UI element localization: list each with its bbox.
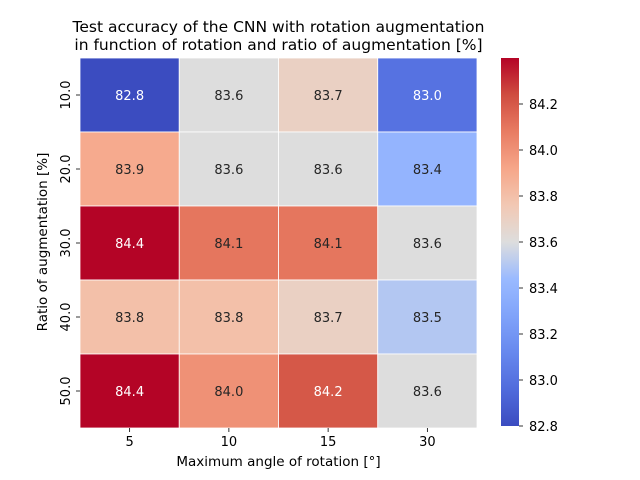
cell-value-label: 83.7 — [314, 89, 343, 104]
heatmap-cell — [278, 353, 379, 429]
cell-value-label: 83.8 — [214, 311, 243, 326]
x-tick-label: 30 — [419, 435, 436, 450]
cell-value-label: 83.6 — [214, 163, 243, 178]
cell-value-label: 83.6 — [214, 89, 243, 104]
heatmap-cell — [178, 131, 279, 207]
y-tick-label: 30.0 — [59, 229, 74, 258]
colorbar-tick-label: 84.2 — [529, 98, 558, 113]
heatmap-cell — [377, 205, 478, 281]
cell-value-label: 84.1 — [314, 237, 343, 252]
cell-value-label: 83.7 — [314, 311, 343, 326]
heatmap-cell — [377, 279, 478, 355]
cell-value-label: 83.6 — [413, 385, 442, 400]
heatmap-cell — [79, 205, 180, 281]
cell-value-label: 84.1 — [214, 237, 243, 252]
heatmap-cell — [79, 279, 180, 355]
x-tick-label: 10 — [221, 435, 238, 450]
colorbar-tick-label: 84.0 — [529, 144, 558, 159]
x-axis-label: Maximum angle of rotation [°] — [176, 454, 381, 470]
y-tick-label: 20.0 — [59, 155, 74, 184]
chart-title-line2: in function of rotation and ratio of aug… — [74, 36, 483, 54]
colorbar-tick-label: 83.2 — [529, 328, 558, 343]
cell-value-label: 83.6 — [314, 163, 343, 178]
cell-value-label: 83.9 — [115, 163, 144, 178]
y-tick-label: 10.0 — [59, 81, 74, 110]
heatmap-cell — [178, 279, 279, 355]
x-tick-label: 5 — [125, 435, 133, 450]
cell-value-label: 83.8 — [115, 311, 144, 326]
colorbar — [501, 58, 519, 426]
cell-value-label: 84.4 — [115, 237, 144, 252]
heatmap-cell — [278, 131, 379, 207]
colorbar-tick-label: 83.0 — [529, 374, 558, 389]
chart-title-line1: Test accuracy of the CNN with rotation a… — [72, 18, 485, 36]
x-tick-label: 15 — [320, 435, 337, 450]
cell-value-label: 83.5 — [413, 311, 442, 326]
heatmap-cell — [278, 205, 379, 281]
cell-value-label: 83.0 — [413, 89, 442, 104]
y-tick-label: 50.0 — [59, 377, 74, 406]
colorbar-tick-label: 83.4 — [529, 282, 558, 297]
heatmap-cell — [79, 57, 180, 133]
cell-value-label: 84.4 — [115, 385, 144, 400]
heatmap-cell — [377, 57, 478, 133]
heatmap-cell — [178, 205, 279, 281]
colorbar-tick-label: 82.8 — [529, 420, 558, 435]
colorbar-tick-label: 83.8 — [529, 190, 558, 205]
cell-value-label: 82.8 — [115, 89, 144, 104]
heatmap-cell — [178, 353, 279, 429]
cell-value-label: 83.6 — [413, 237, 442, 252]
cell-value-label: 83.4 — [413, 163, 442, 178]
colorbar-tick-label: 83.6 — [529, 236, 558, 251]
y-axis-label: Ratio of augmentation [%] — [35, 152, 51, 332]
heatmap-cell — [377, 353, 478, 429]
heatmap-cell — [79, 131, 180, 207]
y-tick-label: 40.0 — [59, 303, 74, 332]
cell-value-label: 84.0 — [214, 385, 243, 400]
cell-value-label: 84.2 — [314, 385, 343, 400]
heatmap-cell — [278, 57, 379, 133]
